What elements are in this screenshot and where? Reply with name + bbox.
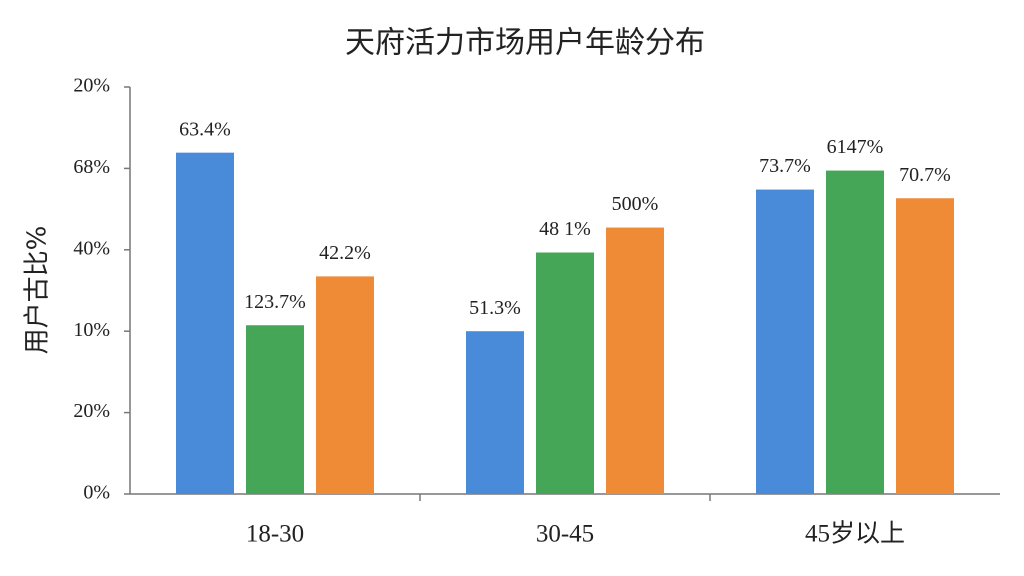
bar: [606, 227, 664, 494]
value-label: 123.7%: [244, 291, 306, 313]
value-label: 73.7%: [759, 155, 811, 177]
bar: [466, 331, 524, 494]
y-axis-label: 用户古比%: [23, 226, 53, 355]
y-tick-label: 0%: [83, 482, 110, 504]
value-label: 51.3%: [469, 297, 521, 319]
y-tick-label: 20%: [73, 75, 110, 97]
bar: [246, 325, 304, 494]
value-label: 500%: [612, 193, 659, 215]
bar: [756, 189, 814, 494]
x-tick-label: 30-45: [536, 521, 594, 548]
value-label: 70.7%: [899, 164, 951, 186]
value-label: 6147%: [827, 136, 884, 158]
bar: [176, 152, 234, 495]
y-tick-label: 10%: [73, 319, 110, 341]
bar: [896, 198, 954, 494]
y-tick-label: 68%: [73, 156, 110, 178]
y-tick-label: 40%: [73, 237, 110, 259]
value-label: 63.4%: [179, 118, 231, 140]
bar: [536, 252, 594, 494]
chart-title: 天府活力市场用户年龄分布: [345, 26, 705, 61]
bar: [316, 276, 374, 494]
bar: [826, 170, 884, 494]
x-tick-label: 18-30: [246, 521, 304, 548]
x-tick-label: 45岁以上: [805, 520, 905, 548]
value-label: 42.2%: [319, 242, 371, 264]
value-label: 48 1%: [539, 218, 591, 240]
y-tick-label: 20%: [73, 400, 110, 422]
